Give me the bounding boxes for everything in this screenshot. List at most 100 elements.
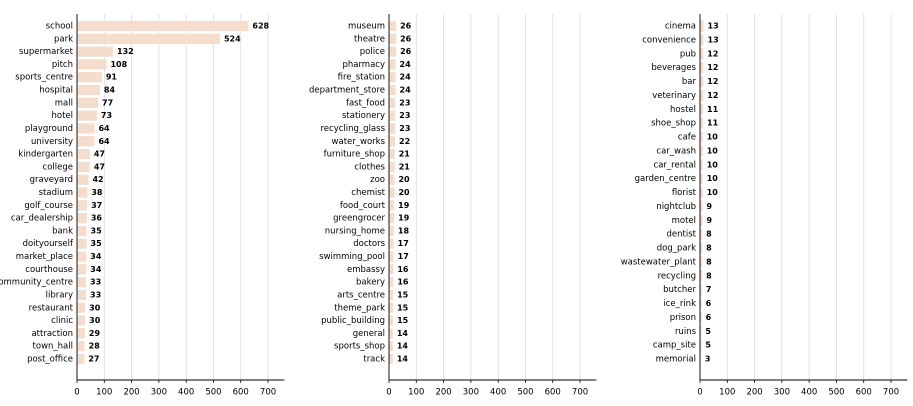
value-label: 12 [707, 91, 718, 100]
x-tick-label: 700 [260, 388, 276, 398]
y-tick-label: doityourself [23, 239, 74, 249]
value-label: 10 [707, 160, 719, 169]
y-tick-label: wastewater_plant [621, 257, 697, 267]
value-label: 14 [397, 355, 409, 364]
value-label: 12 [707, 63, 718, 72]
bar [389, 123, 396, 134]
y-tick-label: courthouse [25, 265, 73, 275]
value-label: 30 [89, 303, 101, 312]
bar [389, 33, 397, 44]
bar [389, 46, 397, 57]
bar [700, 270, 703, 282]
bar [700, 131, 703, 143]
value-label: 34 [90, 252, 102, 261]
bar [389, 212, 395, 224]
bar [389, 302, 394, 313]
value-label: 23 [399, 111, 410, 120]
x-tick-label: 0 [697, 388, 702, 398]
y-tick-label: florist [672, 188, 697, 198]
value-label: 8 [706, 230, 712, 239]
y-tick-label: convenience [642, 35, 696, 45]
value-label: 26 [400, 47, 412, 56]
bar [389, 187, 395, 198]
bar [77, 225, 87, 237]
value-label: 28 [89, 342, 101, 351]
value-label: 47 [94, 162, 105, 171]
value-label: 20 [398, 188, 410, 197]
bar [389, 110, 396, 121]
y-tick-label: pharmacy [342, 60, 385, 70]
y-tick-label: playground [25, 124, 73, 134]
bar [389, 289, 394, 301]
y-tick-label: motel [672, 216, 696, 226]
y-tick-label: ruins [675, 327, 697, 337]
y-tick-label: fire_station [338, 73, 385, 83]
x-tick-label: 200 [435, 388, 451, 398]
bar [389, 174, 395, 185]
x-tick-label: 200 [123, 388, 139, 398]
bar [77, 251, 87, 262]
x-tick-label: 500 [828, 388, 844, 398]
y-tick-label: post_office [27, 355, 73, 365]
bar [77, 277, 87, 288]
bar [77, 238, 87, 249]
y-tick-label: police [360, 47, 385, 57]
y-tick-label: arts_centre [337, 290, 385, 300]
bar [700, 75, 704, 88]
bar [77, 136, 95, 147]
y-tick-label: shoe_shop [651, 119, 696, 129]
x-tick-label: 500 [517, 388, 533, 398]
x-tick-label: 100 [408, 388, 424, 398]
y-tick-label: food_court [340, 201, 386, 211]
bar [77, 161, 90, 173]
value-label: 27 [88, 355, 99, 364]
y-tick-label: cafe [678, 133, 696, 143]
value-label: 91 [106, 73, 118, 82]
bar [77, 341, 85, 352]
value-label: 26 [400, 34, 412, 43]
value-label: 5 [705, 327, 711, 336]
y-tick-label: memorial [656, 355, 696, 365]
bar [700, 103, 704, 115]
bar [77, 353, 85, 365]
y-tick-label: car_wash [656, 146, 696, 156]
y-tick-label: chemist [351, 188, 385, 198]
bar [389, 328, 393, 339]
value-label: 24 [400, 73, 412, 82]
value-label: 21 [399, 162, 411, 171]
y-tick-label: golf_course [24, 201, 73, 211]
value-label: 33 [90, 290, 101, 299]
y-tick-label: beverages [651, 63, 696, 73]
y-tick-label: kindergarten [18, 150, 73, 160]
y-tick-label: embassy [347, 265, 385, 275]
bar [77, 174, 89, 185]
y-tick-label: dog_park [657, 244, 696, 254]
value-label: 14 [397, 342, 409, 351]
value-label: 42 [92, 175, 103, 184]
x-tick-label: 400 [801, 388, 817, 398]
value-label: 10 [707, 188, 719, 197]
bar [389, 97, 396, 108]
value-label: 8 [706, 244, 712, 253]
y-tick-label: doctors [353, 239, 385, 249]
value-label: 9 [706, 202, 712, 211]
bar [389, 225, 394, 237]
y-tick-label: pub [680, 49, 696, 59]
bar [700, 284, 702, 296]
bar [389, 84, 396, 96]
bar [389, 277, 394, 288]
bar [700, 62, 704, 74]
y-tick-label: dentist [667, 230, 697, 240]
bar [700, 48, 704, 60]
bar [389, 251, 394, 262]
value-label: 16 [397, 278, 409, 287]
y-tick-label: ice_rink [663, 299, 696, 309]
x-tick-label: 600 [233, 388, 249, 398]
y-tick-label: clothes [354, 162, 385, 172]
value-label: 21 [399, 150, 411, 159]
bar [77, 33, 220, 44]
value-label: 7 [706, 285, 712, 294]
bar [700, 34, 704, 46]
value-label: 628 [252, 22, 269, 31]
y-tick-label: veterinary [652, 91, 696, 101]
